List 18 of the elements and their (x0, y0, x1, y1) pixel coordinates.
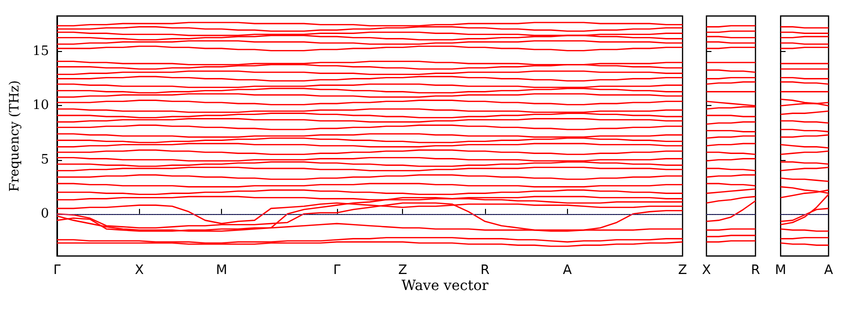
x-tick-label: X (702, 263, 711, 278)
x-tick-label: M (216, 263, 228, 278)
x-tick-label: X (134, 263, 144, 278)
x-tick-label: Z (678, 263, 688, 278)
x-tick-label: A (824, 263, 834, 278)
x-tick-label: R (480, 263, 490, 278)
y-tick-label: 15 (32, 44, 49, 60)
x-tick-label: Z (398, 263, 408, 278)
x-axis-title: Wave vector (400, 278, 490, 294)
x-tick-label: Γ (333, 263, 342, 278)
x-tick-label: Γ (53, 263, 62, 278)
y-axis-title: Frequency (THz) (8, 80, 23, 192)
x-tick-label: A (562, 263, 572, 278)
y-tick-label: 10 (32, 98, 49, 114)
y-tick-label: 5 (40, 152, 49, 168)
y-tick-label: 0 (40, 206, 49, 222)
x-tick-label: R (750, 263, 760, 278)
x-tick-label: M (775, 263, 786, 278)
